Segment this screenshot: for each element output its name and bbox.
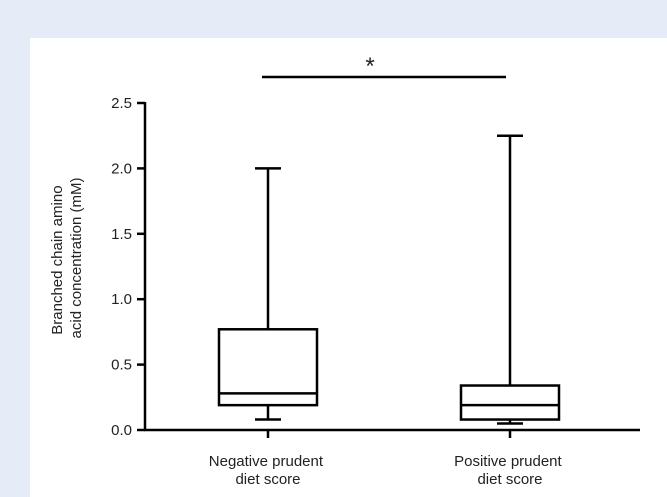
y-tick-label: 1.0 — [111, 291, 132, 308]
y-tick-label: 2.0 — [111, 160, 132, 177]
y-tick-label: 2.5 — [111, 95, 132, 112]
box — [459, 384, 561, 421]
panel — [30, 38, 667, 497]
y-axis-label: Branched chain amino acid concentration … — [49, 178, 85, 339]
y-tick-label: 0.0 — [111, 422, 132, 439]
box — [217, 328, 319, 407]
x-tick-label: Positive prudent diet score — [454, 453, 566, 488]
x-tick-label: Negative prudent diet score — [209, 453, 327, 488]
significance-mark: * — [365, 53, 374, 80]
y-tick-label: 1.5 — [111, 226, 132, 243]
y-tick-label: 0.5 — [111, 357, 132, 374]
